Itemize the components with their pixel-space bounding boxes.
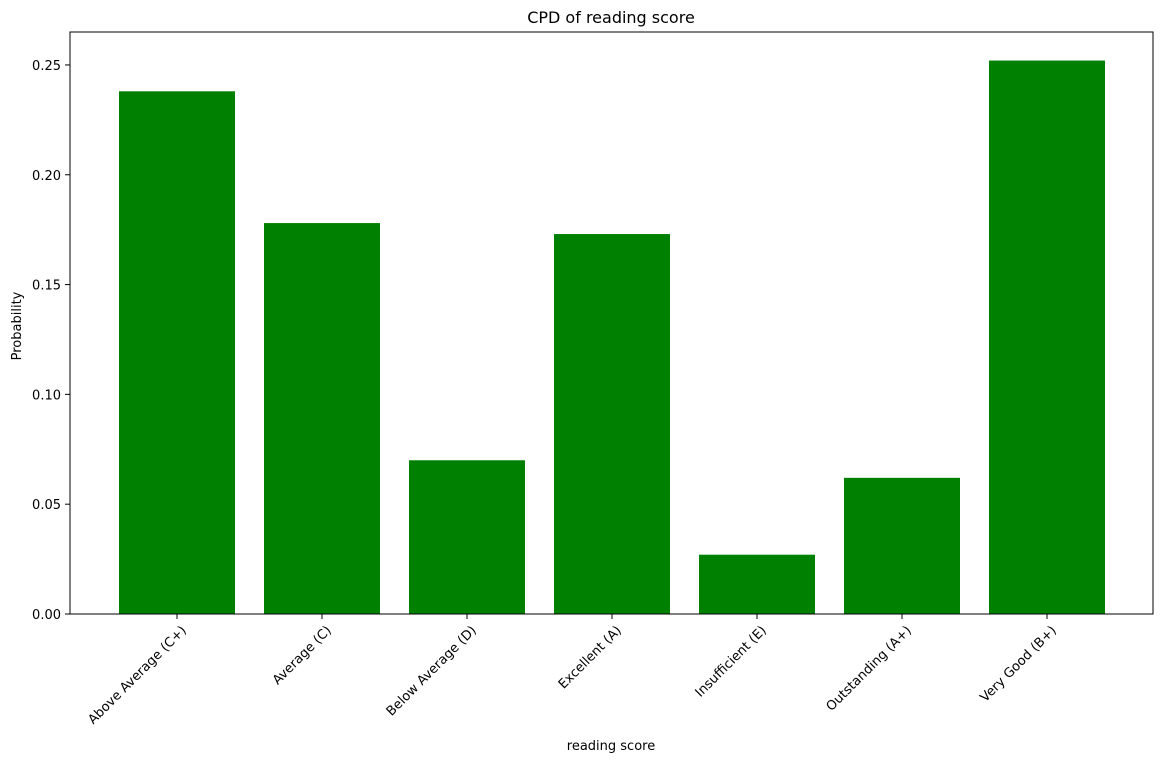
bar-4 (699, 554, 815, 614)
x-tick-label-3: Excellent (A) (556, 623, 625, 692)
y-tick-label-1: 0.05 (32, 498, 61, 513)
y-tick-label-5: 0.25 (32, 59, 61, 74)
bar-5 (844, 477, 960, 614)
plot-frame (69, 31, 1154, 615)
x-tick-label-2: Below Average (D) (384, 623, 480, 719)
bar-1 (264, 223, 380, 614)
bars-group (119, 60, 1105, 615)
bar-3 (554, 234, 670, 614)
x-tick-label-6: Very Good (B+) (978, 623, 1060, 705)
bar-2 (409, 460, 525, 614)
y-tick-label-0: 0.00 (32, 608, 61, 623)
x-tick-label-0: Above Average (C+) (85, 623, 189, 727)
x-axis-label: reading score (567, 739, 655, 754)
x-tick-label-5: Outstanding (A+) (824, 623, 915, 714)
y-tick-label-2: 0.10 (32, 388, 61, 403)
y-axis-label: Probability (10, 291, 25, 360)
bar-6 (989, 60, 1105, 614)
y-tick-label-4: 0.20 (32, 169, 61, 184)
chart-title: CPD of reading score (527, 8, 695, 27)
x-axis: Above Average (C+) Average (C) Below Avera… (85, 614, 1060, 728)
x-tick-label-1: Average (C) (270, 623, 335, 688)
y-tick-label-3: 0.15 (32, 279, 61, 294)
y-axis: 0.00 0.05 0.10 0.15 0.20 0.25 (32, 59, 70, 623)
bar-0 (119, 91, 235, 615)
x-tick-label-4: Insufficient (E) (693, 623, 770, 700)
